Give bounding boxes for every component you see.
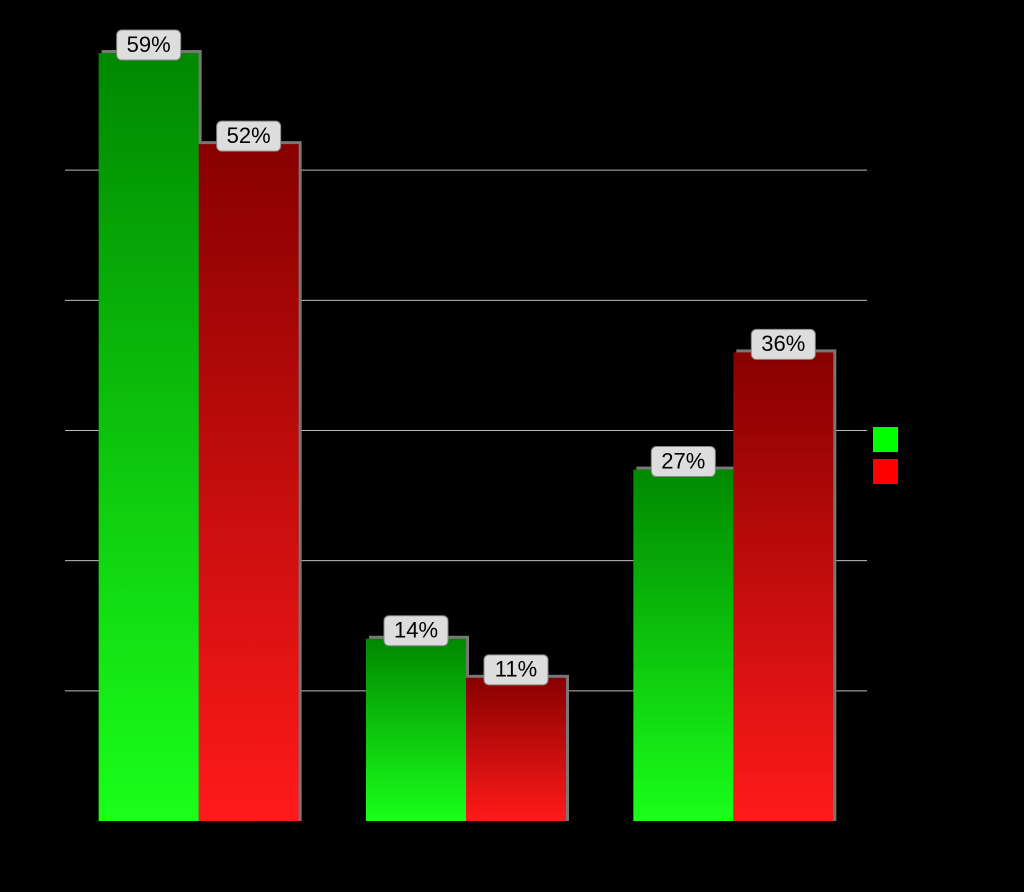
- y-tick-label: 30: [33, 416, 57, 441]
- y-tick-label: 10: [33, 677, 57, 702]
- value-label-box: [116, 29, 182, 61]
- bar: [98, 53, 199, 822]
- value-label: 27%: [661, 448, 705, 473]
- bar: [366, 638, 466, 821]
- value-label-box: [216, 120, 282, 152]
- y-tick-label: 0: [45, 807, 57, 832]
- value-label-box: [650, 446, 716, 478]
- y-tick-label: 40: [33, 286, 57, 311]
- value-label: 14%: [394, 618, 438, 643]
- y-tick-label: 50: [33, 156, 57, 181]
- value-label: 36%: [761, 331, 805, 356]
- bar: [466, 677, 566, 821]
- legend-swatch: [873, 427, 898, 452]
- value-label-box: [383, 615, 449, 647]
- legend-swatch: [873, 459, 898, 484]
- value-label: 52%: [227, 123, 271, 148]
- bar: [198, 144, 299, 822]
- value-label: 59%: [127, 32, 171, 57]
- bar: [733, 352, 834, 821]
- value-label: 11%: [495, 657, 537, 682]
- value-label-box: [750, 328, 816, 360]
- y-tick-label: 20: [33, 546, 57, 571]
- value-label-box: [483, 654, 549, 686]
- bar: [633, 469, 734, 821]
